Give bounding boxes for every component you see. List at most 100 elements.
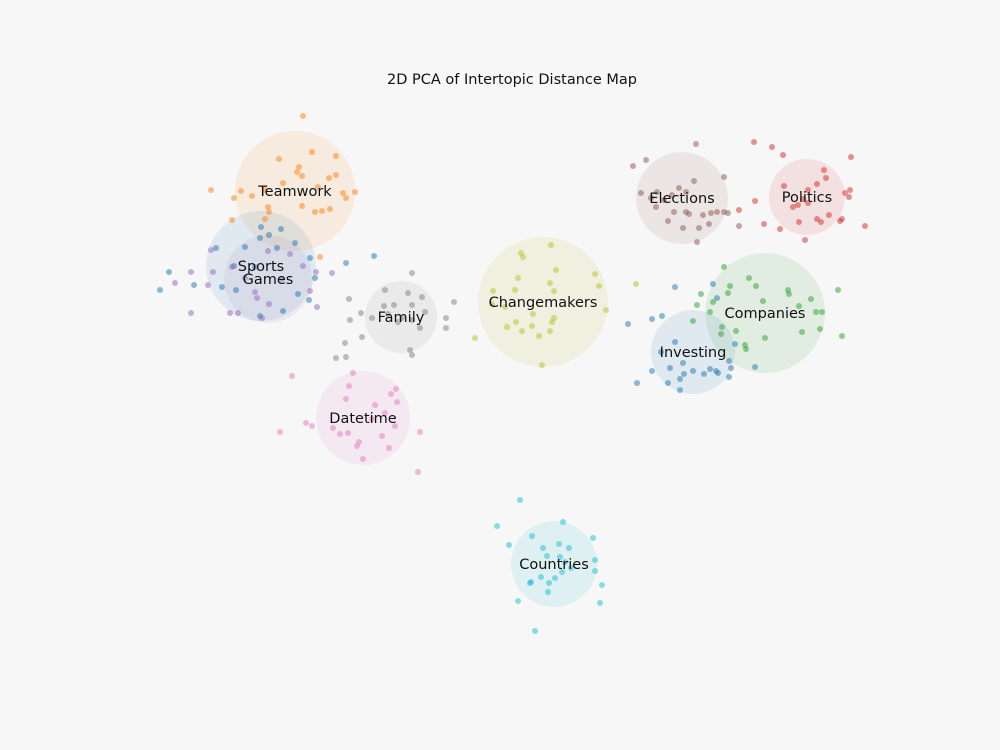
point-teamwork: [327, 206, 333, 212]
point-countries: [566, 545, 572, 551]
point-family: [358, 310, 364, 316]
point-family: [391, 302, 397, 308]
point-sports: [295, 291, 301, 297]
point-datetime: [392, 423, 398, 429]
point-politics: [805, 200, 811, 206]
point-sports: [280, 308, 286, 314]
point-investing: [665, 380, 671, 386]
point-teamwork: [276, 156, 282, 162]
point-politics: [826, 212, 832, 218]
point-politics: [802, 237, 808, 243]
point-elections: [736, 223, 742, 229]
point-datetime: [343, 396, 349, 402]
point-sports: [233, 287, 239, 293]
point-family: [409, 317, 415, 323]
point-changemakers: [512, 287, 518, 293]
point-politics: [780, 152, 786, 158]
point-datetime: [346, 383, 352, 389]
point-sports: [278, 226, 284, 232]
point-investing: [680, 360, 686, 366]
point-elections: [694, 239, 700, 245]
point-countries: [562, 559, 568, 565]
point-companies: [762, 335, 768, 341]
point-teamwork: [352, 189, 358, 195]
point-companies: [760, 298, 766, 304]
point-games: [265, 248, 271, 254]
point-politics: [781, 183, 787, 189]
point-investing: [672, 339, 678, 345]
point-investing: [677, 387, 683, 393]
point-companies: [694, 302, 700, 308]
point-games: [252, 289, 258, 295]
topic-label-teamwork: Teamwork: [257, 184, 332, 200]
topic-label-elections: Elections: [649, 191, 714, 207]
point-companies: [835, 287, 841, 293]
point-countries: [517, 497, 523, 503]
point-countries: [560, 519, 566, 525]
point-games: [307, 288, 313, 294]
point-teamwork: [208, 187, 214, 193]
point-family: [417, 325, 423, 331]
topic-bubble-changemakers: [478, 237, 608, 367]
point-datetime: [345, 430, 351, 436]
point-changemakers: [547, 328, 553, 334]
point-games: [229, 264, 235, 270]
point-countries: [559, 569, 565, 575]
point-countries: [556, 541, 562, 547]
point-companies: [698, 291, 704, 297]
point-family: [342, 340, 348, 346]
point-changemakers: [551, 288, 557, 294]
point-games: [242, 275, 248, 281]
point-datetime: [369, 416, 375, 422]
point-family: [359, 334, 365, 340]
point-politics: [795, 202, 801, 208]
point-changemakers: [548, 242, 554, 248]
point-elections: [696, 225, 702, 231]
point-elections: [691, 178, 697, 184]
point-teamwork: [317, 254, 323, 260]
point-teamwork: [312, 209, 318, 215]
point-companies: [817, 326, 823, 332]
point-politics: [761, 221, 767, 227]
topic-label-countries: Countries: [519, 557, 589, 573]
point-investing: [732, 341, 738, 347]
point-elections: [706, 221, 712, 227]
point-elections: [630, 163, 636, 169]
point-investing: [649, 316, 655, 322]
point-investing: [715, 370, 721, 376]
point-countries: [529, 533, 535, 539]
point-changemakers: [596, 283, 602, 289]
topic-label-sports: Sports: [238, 259, 284, 275]
point-investing: [677, 376, 683, 382]
point-elections: [661, 197, 667, 203]
topic-bubble-sports: [206, 211, 316, 321]
point-datetime: [360, 456, 366, 462]
point-countries: [592, 557, 598, 563]
point-countries: [532, 628, 538, 634]
point-elections: [693, 141, 699, 147]
topic-bubble-elections: [636, 152, 728, 244]
point-teamwork: [229, 217, 235, 223]
point-companies: [721, 264, 727, 270]
point-family: [399, 315, 405, 321]
point-sports: [157, 287, 163, 293]
point-countries: [599, 582, 605, 588]
point-countries: [544, 553, 550, 559]
topic-label-games: Games: [243, 272, 294, 288]
point-changemakers: [502, 304, 508, 310]
point-investing: [710, 281, 716, 287]
point-teamwork: [309, 149, 315, 155]
point-changemakers: [633, 281, 639, 287]
point-companies: [725, 290, 731, 296]
point-elections: [721, 174, 727, 180]
point-investing: [681, 371, 687, 377]
point-datetime: [386, 445, 392, 451]
point-countries: [592, 568, 598, 574]
point-teamwork: [294, 169, 300, 175]
point-companies: [719, 324, 725, 330]
point-datetime: [330, 425, 336, 431]
point-family: [409, 270, 415, 276]
point-politics: [790, 204, 796, 210]
point-sports: [219, 284, 225, 290]
